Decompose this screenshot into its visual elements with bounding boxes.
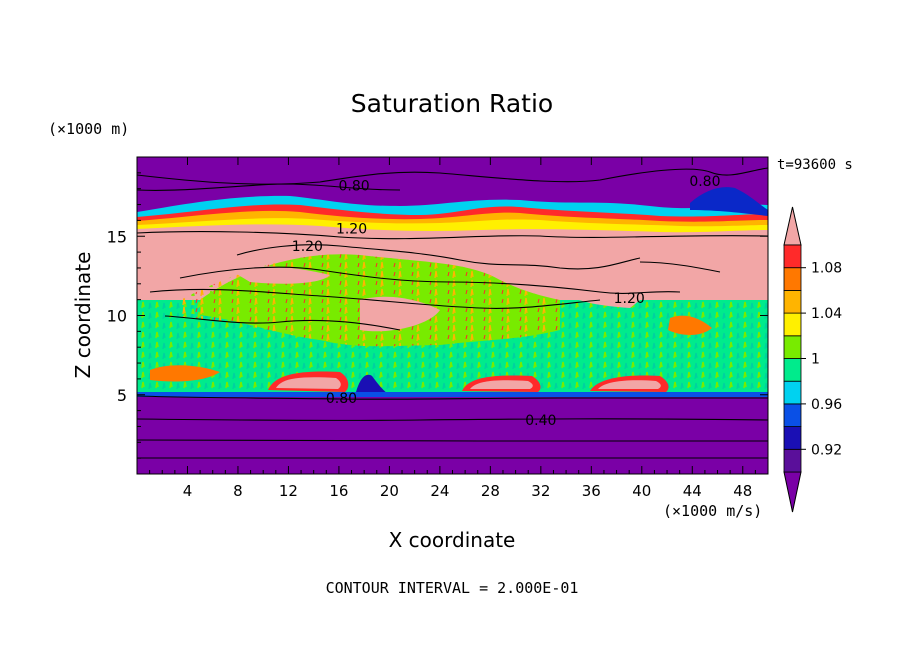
contour-label: 0.80 (689, 174, 720, 190)
lower-lens-3-inner (598, 380, 661, 389)
colorbar-label: 0.92 (811, 442, 842, 458)
x-tick-label: 20 (380, 482, 399, 500)
colorbar-under-triangle (783, 471, 802, 513)
x-tick-label: 28 (481, 482, 500, 500)
colorbar-segment (783, 358, 802, 382)
colorbar-label: 1 (811, 352, 820, 368)
chart-title: Saturation Ratio (351, 89, 553, 118)
contour-interval-note: CONTOUR INTERVAL = 2.000E-01 (326, 579, 579, 597)
contour-labels: 0.80 0.80 1.20 1.20 1.20 0.80 0.40 (292, 174, 721, 429)
x-tick-label: 12 (279, 482, 298, 500)
colorbar-segment (783, 426, 802, 450)
colorbar-segment (783, 335, 802, 359)
colorbar-over-triangle (783, 206, 802, 246)
contour-lines (137, 167, 768, 459)
contour-label: 0.80 (326, 391, 357, 407)
x-tick-label: 44 (683, 482, 702, 500)
warm-patch-1 (150, 365, 220, 382)
colorbar-label: 0.96 (811, 397, 842, 413)
lower-blue-pocket (356, 374, 390, 395)
y-axis: 5 10 15 (107, 172, 768, 459)
pink-inclusion-2 (360, 296, 440, 332)
saturation-field (137, 157, 768, 474)
contour-label: 1.20 (292, 239, 323, 255)
contour-label: 0.40 (525, 413, 556, 429)
contour-label: 0.80 (338, 179, 369, 195)
x-tick-label: 4 (183, 482, 193, 500)
x-tick-label: 36 (582, 482, 601, 500)
contour-label: 1.20 (614, 291, 645, 307)
x-units-label: (×1000 m/s) (663, 502, 762, 520)
colorbar-segment (783, 267, 802, 291)
colorbar-label: 1.04 (811, 306, 842, 322)
bottom-purple (137, 397, 768, 474)
y-tick-label: 10 (107, 307, 127, 326)
x-tick-label: 32 (531, 482, 550, 500)
warm-patch-2 (668, 315, 712, 335)
x-tick-label: 24 (430, 482, 449, 500)
y-units-label: (×1000 m) (48, 120, 129, 138)
bottom-blue-line (137, 392, 768, 397)
colorbar-segment (783, 244, 802, 269)
upper-band-deepblue (690, 187, 768, 216)
x-tick-label: 40 (632, 482, 651, 500)
colorbar-segment (783, 380, 802, 405)
lower-lens-1-inner (276, 377, 341, 389)
x-tick-label: 8 (233, 482, 243, 500)
colorbar-segment (783, 448, 802, 473)
lower-lens-2-inner (470, 380, 533, 389)
contour-label: 1.20 (336, 221, 367, 237)
y-tick-label: 15 (107, 227, 127, 246)
colorbar: 0.92 0.96 1 1.04 1.08 (783, 206, 842, 513)
x-tick-label: 48 (733, 482, 752, 500)
time-label: t=93600 s (777, 157, 853, 173)
y-axis-label: Z coordinate (71, 252, 95, 379)
pink-inclusion-3 (570, 289, 640, 308)
colorbar-segment (783, 312, 802, 337)
x-axis: 4 8 12 16 20 24 28 32 36 40 44 48 (149, 157, 756, 500)
colorbar-label: 1.08 (811, 261, 842, 277)
y-tick-label: 5 (117, 386, 127, 405)
colorbar-segment (783, 403, 802, 427)
pink-inclusion-1 (230, 266, 330, 284)
x-axis-label: X coordinate (389, 528, 516, 552)
colorbar-segment (783, 289, 802, 314)
x-tick-label: 16 (329, 482, 348, 500)
